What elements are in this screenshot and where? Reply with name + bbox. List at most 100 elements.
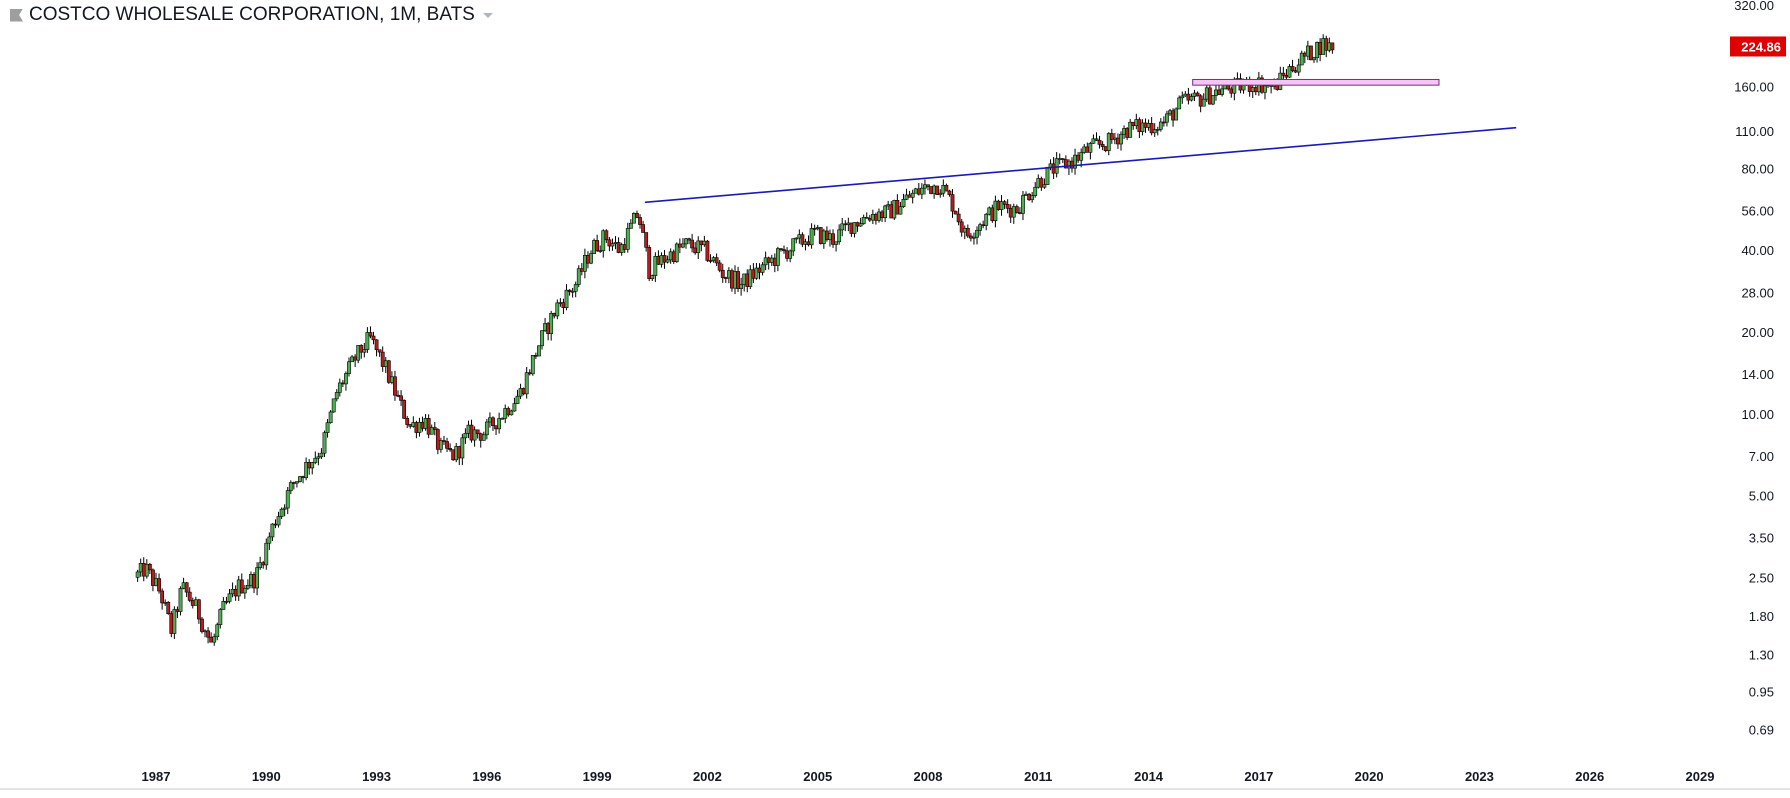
- candle: [184, 582, 189, 598]
- candle: [806, 235, 811, 247]
- resistance-zone[interactable]: [1192, 78, 1440, 86]
- candle-body: [484, 421, 489, 436]
- candle: [365, 327, 370, 353]
- candle: [1097, 135, 1102, 149]
- candle-body: [408, 424, 413, 427]
- candle-body: [393, 376, 397, 396]
- candle-body: [607, 239, 612, 247]
- candle-body: [1039, 178, 1044, 188]
- candle: [561, 298, 566, 315]
- candle-body: [212, 636, 217, 643]
- candle-body: [1024, 193, 1028, 196]
- candle-body: [647, 247, 652, 279]
- candle-body: [291, 482, 296, 484]
- candle: [1186, 87, 1191, 105]
- candle: [420, 416, 425, 432]
- drawings-layer[interactable]: [644, 78, 1517, 204]
- trendline[interactable]: [644, 126, 1517, 204]
- candle: [1042, 178, 1047, 189]
- candle-body: [236, 579, 241, 597]
- candle-body: [463, 432, 468, 439]
- candle: [1067, 159, 1071, 175]
- candle-body: [978, 224, 982, 231]
- candle-body: [907, 194, 912, 198]
- candle: [834, 241, 838, 252]
- candle-body: [242, 587, 247, 594]
- candle: [494, 425, 498, 435]
- candle-body: [926, 184, 930, 187]
- candle: [389, 371, 394, 385]
- candle: [1198, 94, 1203, 113]
- candle: [405, 415, 410, 428]
- candle: [782, 245, 786, 254]
- candle-body: [668, 251, 673, 261]
- candle-body: [218, 609, 223, 626]
- candle: [454, 443, 459, 463]
- candle-body: [451, 449, 456, 461]
- candle: [1171, 108, 1175, 127]
- chevron-down-icon[interactable]: [482, 12, 493, 18]
- candle: [999, 195, 1004, 216]
- candle: [1060, 158, 1065, 164]
- candle: [604, 229, 609, 243]
- candle-body: [1174, 108, 1179, 121]
- candle: [518, 383, 523, 400]
- candle: [662, 249, 667, 269]
- candle: [521, 387, 526, 396]
- candle: [1180, 91, 1185, 104]
- candle: [644, 232, 649, 252]
- candle: [916, 183, 921, 196]
- candle-body: [1220, 88, 1224, 95]
- candle-body: [383, 360, 388, 367]
- chart-legend[interactable]: COSTCO WHOLESALE CORPORATION, 1M, BATS: [10, 4, 493, 26]
- candle-body: [598, 250, 603, 252]
- candle: [396, 390, 400, 398]
- candle: [815, 224, 820, 231]
- candle-body: [901, 198, 906, 207]
- candle-body: [944, 185, 949, 192]
- time-axis[interactable]: 1987 1990 1993 1996 1999 2002 2005 2008 2011 2014…: [0, 769, 1790, 790]
- candle-body: [414, 422, 419, 433]
- candle-body: [285, 490, 290, 509]
- candle-body: [1250, 87, 1255, 92]
- candle: [1146, 119, 1151, 131]
- candle: [674, 242, 679, 263]
- candle-body: [1100, 144, 1105, 147]
- price-tick-label: 1.30: [1749, 648, 1774, 663]
- candle-body: [460, 437, 465, 459]
- candle-body: [570, 290, 575, 293]
- candle-body: [518, 388, 523, 397]
- candle-body: [203, 630, 207, 633]
- candle: [576, 265, 581, 288]
- candle-body: [1082, 146, 1087, 153]
- candle: [898, 201, 903, 215]
- candle-body: [227, 593, 232, 602]
- candle-body: [972, 236, 976, 239]
- candle: [322, 430, 327, 457]
- candle-body: [1186, 93, 1191, 101]
- candle-body: [196, 599, 201, 620]
- candle-body: [708, 260, 713, 262]
- candle-body: [340, 382, 345, 385]
- candle-body: [650, 275, 655, 279]
- candle-body: [745, 273, 750, 287]
- candle-body: [417, 421, 422, 433]
- candle: [1030, 191, 1035, 203]
- price-axis[interactable]: 320.00 160.00 110.00 80.00 56.00 40.00 28.00 20…: [1734, 0, 1774, 737]
- candle: [1165, 110, 1169, 127]
- candle-body: [1321, 38, 1326, 55]
- flag-icon[interactable]: [10, 8, 23, 22]
- candle: [233, 585, 238, 601]
- candle: [460, 433, 465, 466]
- candle-body: [1097, 140, 1102, 145]
- candle-body: [209, 636, 214, 643]
- candle: [984, 212, 989, 231]
- candle: [794, 237, 799, 244]
- candle: [475, 429, 480, 439]
- candle-body: [1125, 128, 1130, 138]
- candle-body: [193, 599, 198, 606]
- candle: [1137, 117, 1142, 138]
- candle: [613, 236, 618, 250]
